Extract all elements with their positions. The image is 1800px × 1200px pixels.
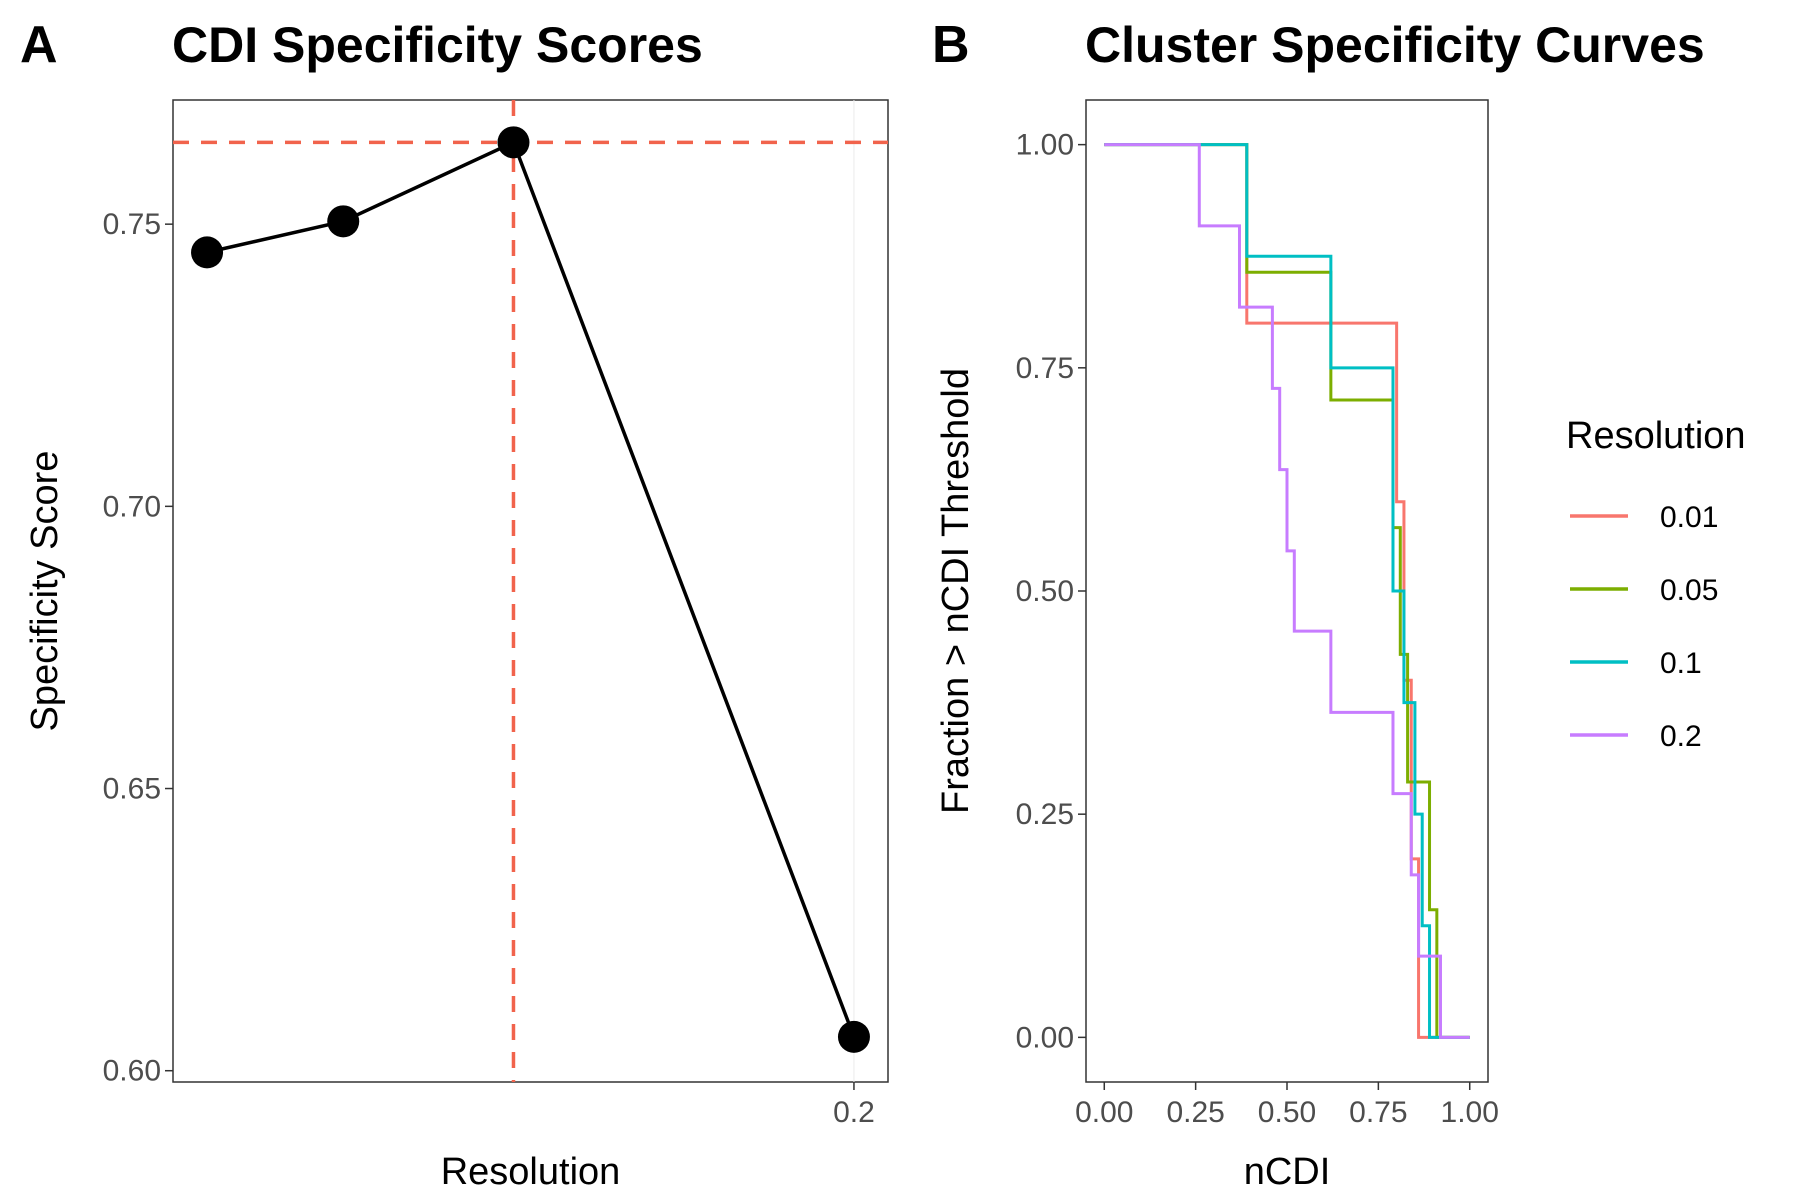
legend-label: 0.1 xyxy=(1660,647,1702,680)
legend-title: Resolution xyxy=(1566,415,1746,457)
y-tick-label: 0.65 xyxy=(103,773,161,806)
x-axis-title: nCDI xyxy=(1244,1151,1331,1193)
panel-b: B Cluster Specificity Curves 0.00 0.25 0.5… xyxy=(932,16,1746,1193)
y-tick-label: 0.25 xyxy=(1016,798,1074,831)
data-point xyxy=(837,1020,870,1053)
legend-label: 0.05 xyxy=(1660,574,1718,607)
panel-b-plot: 0.00 0.25 0.50 0.75 1.00 0.00 0.25 0.50 0.75 1.00… xyxy=(935,99,1499,1193)
panel-b-letter: B xyxy=(932,16,970,74)
y-axis-title: Specificity Score xyxy=(24,451,66,732)
series-line-0-2 xyxy=(1104,143,1470,1039)
data-point xyxy=(497,126,530,159)
x-tick-label: 0.2 xyxy=(833,1096,875,1129)
y-tick-label: 1.00 xyxy=(1016,129,1074,162)
x-tick-label: 0.25 xyxy=(1166,1096,1224,1129)
x-tick-label: 0.50 xyxy=(1258,1096,1316,1129)
panel-a: A CDI Specificity Scores 0.60 0.65 0.70 0.7… xyxy=(20,16,889,1193)
y-tick-label: 0.00 xyxy=(1016,1021,1074,1054)
panel-a-title: CDI Specificity Scores xyxy=(172,17,703,73)
y-tick-label: 0.70 xyxy=(103,490,161,523)
x-tick-label: 1.00 xyxy=(1441,1096,1499,1129)
y-tick-label: 0.60 xyxy=(103,1055,161,1088)
x-axis-title: Resolution xyxy=(441,1151,621,1193)
y-axis-title: Fraction > nCDI Threshold xyxy=(935,368,977,814)
y-tick-label: 0.75 xyxy=(1016,352,1074,385)
plot-area xyxy=(172,99,889,1083)
plot-area xyxy=(1085,99,1489,1083)
series-line xyxy=(206,139,856,1038)
data-point xyxy=(327,205,360,238)
legend-label: 0.01 xyxy=(1660,501,1718,534)
legend: Resolution 0.01 0.05 0.1 0.2 xyxy=(1566,415,1746,753)
panel-b-title: Cluster Specificity Curves xyxy=(1085,17,1705,73)
y-tick-label: 0.50 xyxy=(1016,575,1074,608)
legend-label: 0.2 xyxy=(1660,720,1702,753)
x-tick-label: 0.00 xyxy=(1075,1096,1133,1129)
series-line-0-1 xyxy=(1104,143,1470,1039)
x-tick-label: 0.75 xyxy=(1349,1096,1407,1129)
y-tick-label: 0.75 xyxy=(103,208,161,241)
panel-a-letter: A xyxy=(20,16,58,74)
data-point xyxy=(191,236,224,269)
panel-a-plot: 0.60 0.65 0.70 0.75 0.2 Resolution Specificity… xyxy=(24,99,889,1193)
